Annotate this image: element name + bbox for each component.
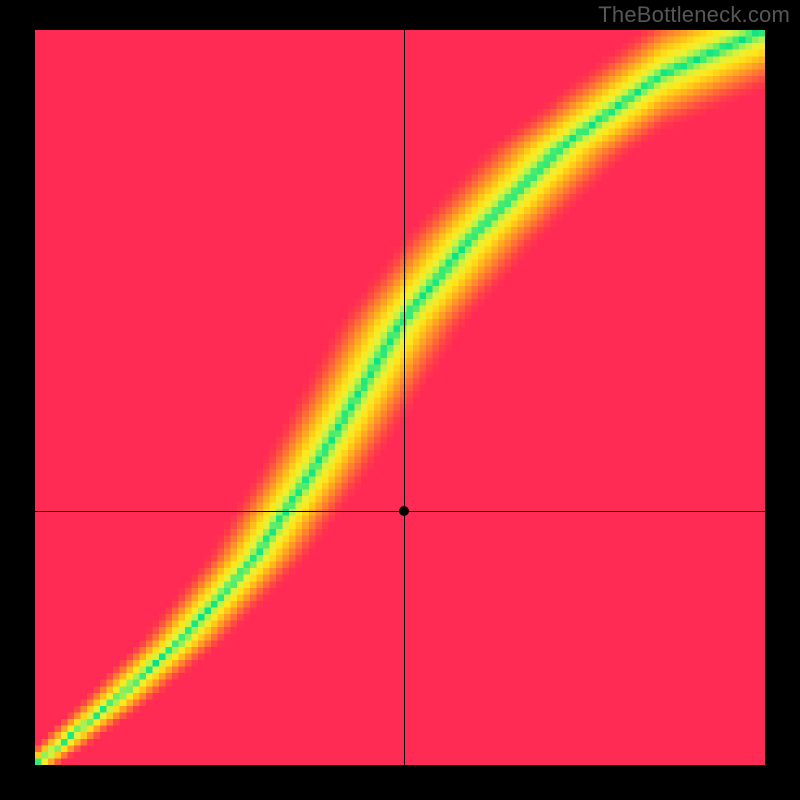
watermark-text: TheBottleneck.com [598, 0, 800, 30]
chart-frame: TheBottleneck.com [0, 0, 800, 800]
crosshair-dot [399, 506, 409, 516]
crosshair-vertical [404, 30, 405, 765]
heatmap-canvas [35, 30, 765, 765]
plot-area [35, 30, 765, 765]
